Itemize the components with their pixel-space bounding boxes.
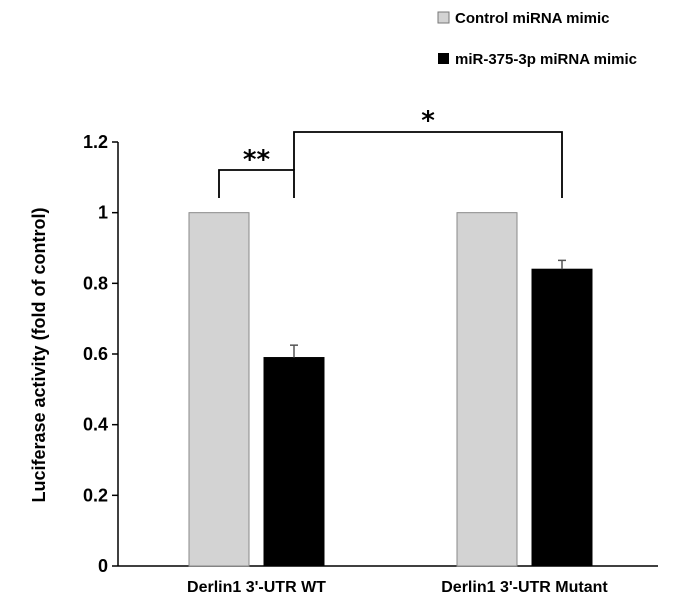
bar-control-mutant (456, 212, 518, 567)
y-tick-label: 0.6 (83, 344, 108, 364)
y-tick-label: 0.4 (83, 415, 108, 435)
category-label: Derlin1 3'-UTR Mutant (441, 579, 608, 596)
significance-bracket-wt (218, 169, 295, 198)
category-label: Derlin1 3'-UTR WT (187, 579, 326, 596)
y-tick-label: 1 (98, 203, 108, 223)
legend-label-control: Control miRNA mimic (455, 10, 609, 27)
y-tick-label: 0.2 (83, 485, 108, 505)
legend-swatch-mir375 (438, 53, 449, 64)
legend-swatch-control (437, 11, 450, 24)
significance-brackets: *** (218, 106, 563, 198)
y-tick-label: 0 (98, 556, 108, 576)
y-axis-label: Luciferase activity (fold of control) (29, 207, 49, 502)
bar-control-wt (188, 212, 250, 567)
legend: Control miRNA mimic miR-375-3p miRNA mim… (437, 10, 637, 68)
y-ticks: 0 0.2 0.4 0.6 0.8 1 1.2 (83, 132, 118, 576)
y-tick-label: 1.2 (83, 132, 108, 152)
significance-bracket-mutant (293, 131, 563, 198)
significance-label-wt: ** (243, 145, 271, 175)
y-tick-label: 0.8 (83, 273, 108, 293)
bars (188, 212, 593, 567)
bar-mir375-wt (263, 357, 325, 567)
significance-label-mutant: * (421, 106, 435, 136)
category-labels: Derlin1 3'-UTR WT Derlin1 3'-UTR Mutant (187, 579, 608, 596)
legend-label-mir375: miR-375-3p miRNA mimic (455, 51, 637, 68)
bar-mir375-mutant (531, 268, 593, 567)
